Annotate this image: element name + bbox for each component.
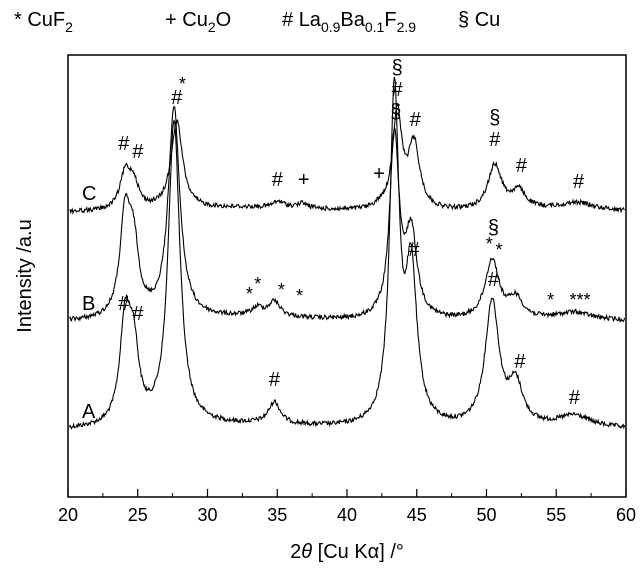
series: A# ######B** * * *§§* ** ***C# ### + +#§##§## [68,57,626,430]
x-axis-label-part: [Cu K [312,541,368,563]
peak-marker: + [373,163,385,185]
peak-marker: § [488,217,499,239]
peak-marker: # [514,351,526,373]
peak-marker: # [118,133,130,155]
peak-marker: * [486,234,493,254]
peak-marker: # [118,293,130,315]
x-tick-label: 40 [337,505,357,525]
legend-text-after: O [216,9,232,31]
legend-symbol: + [165,9,177,31]
x-axis: 20 25 30 35 40 45 50 55 60 [58,489,636,525]
x-axis-label: 2θ [Cu Kα] /° [290,541,404,563]
legend-subscript: 2 [208,19,216,35]
legend-text: Cu [182,9,208,31]
legend-text-part: 0.1 [365,19,385,35]
series-label: C [82,183,96,205]
series-label: B [82,293,95,315]
peak-marker: # [489,129,501,151]
x-tick-label: 35 [267,505,287,525]
series-line-C [69,102,625,215]
legend-text-part: 0.9 [321,19,341,35]
peak-marker: * [296,286,303,306]
x-tick-label: 55 [546,505,566,525]
peak-marker: # [171,87,183,109]
peak-marker: # [272,169,284,191]
legend-text-part: 2.9 [397,19,417,35]
series-label: A [82,401,96,423]
legend-item: + Cu2O [165,9,231,35]
series-line-B [68,105,626,323]
legend-text: CuF [27,9,65,31]
legend-symbol: # [282,9,294,31]
legend-text: Cu [475,9,501,31]
peak-marker: # [569,387,581,409]
peak-marker: * [179,74,186,94]
series-A: A# ###### [68,76,626,430]
x-tick-label: 30 [197,505,217,525]
x-tick-label: 60 [616,505,636,525]
x-axis-label-part: θ [301,541,312,563]
legend-text-part: Ba [340,9,365,31]
peak-marker: # [410,109,422,131]
x-tick-label: 25 [128,505,148,525]
series-B: B** * * *§§* ** *** [68,74,626,323]
legend-text-part: La [299,9,322,31]
peak-marker: * [496,240,503,260]
series-line-A [68,76,626,430]
series-C: C# ### + +#§##§## [69,57,625,215]
x-tick-label: 50 [476,505,496,525]
legend-subscript: 2 [65,19,73,35]
peak-marker: § [489,107,500,129]
legend-symbol: § [458,9,469,31]
peak-marker: § [392,57,403,79]
peak-marker: # [573,171,585,193]
peak-marker: + [298,169,310,191]
x-axis-label-part: 2 [290,541,301,563]
y-axis-label: Intensity /a.u [14,219,36,332]
x-axis-label-part: α [368,541,380,563]
peak-marker: * [278,280,285,300]
legend-item: * CuF2 [14,9,73,35]
peak-marker: * [547,290,554,310]
peak-marker: # [392,79,404,101]
legend: * CuF2 + Cu2O # La0.9Ba0.1F2.9 § Cu [14,9,500,35]
peak-marker: # [488,269,500,291]
peak-marker: * [246,284,253,304]
x-axis-label-part: ] /° [379,541,404,563]
x-tick-label: 45 [407,505,427,525]
plot-frame [67,54,627,498]
legend-item: # La0.9Ba0.1F2.9 [282,9,416,35]
peak-marker: # [269,369,281,391]
legend-symbol: * [14,9,22,31]
peak-marker: # [408,239,420,261]
legend-text-part: F [384,9,396,31]
peak-marker: *** [569,290,590,310]
peak-marker: * [254,274,261,294]
x-tick-label: 20 [58,505,78,525]
peak-marker: # [516,155,528,177]
peak-marker: # [132,303,144,325]
legend-item: § Cu [458,9,500,31]
peak-marker: # [132,141,144,163]
